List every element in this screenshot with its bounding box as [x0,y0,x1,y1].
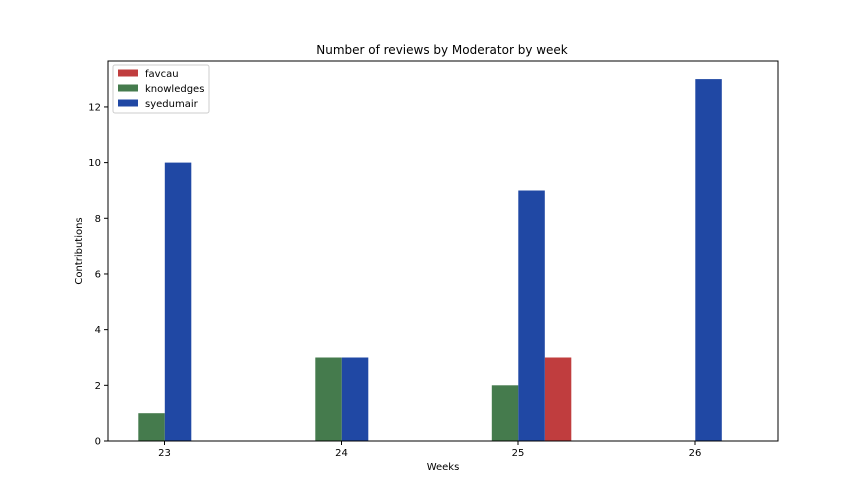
bar-knowledges-week-25 [491,385,519,441]
x-tick-label: 23 [158,448,171,459]
y-tick-label: 6 [95,269,101,280]
y-tick-label: 8 [95,214,101,225]
bar-knowledges-week-23 [138,413,165,441]
y-axis: 0 2 4 6 8 10 12 [88,102,108,448]
x-axis-label: Weeks [427,462,460,473]
legend-swatch-knowledges [118,84,138,92]
chart-title: Number of reviews by Moderator by week [316,43,568,57]
y-tick-label: 4 [95,325,101,336]
bar-syedumair-week-23 [164,162,192,441]
y-axis-label: Contributions [74,217,85,284]
y-tick-label: 0 [95,437,101,448]
legend-swatch-favcau [118,69,138,77]
bar-knowledges-week-24 [315,357,342,441]
bars-group [138,79,722,441]
x-axis: 23 24 25 26 [158,441,701,459]
y-tick-label: 12 [88,102,101,113]
legend: favcau knowledges syedumair [112,64,210,114]
y-tick-label: 2 [95,381,101,392]
plot-frame [107,60,779,442]
x-tick-label: 25 [512,448,525,459]
bar-syedumair-week-25 [518,190,545,441]
bar-syedumair-week-24 [341,357,369,441]
legend-label-knowledges: knowledges [145,84,204,95]
bar-favcau-week-25 [544,357,572,441]
x-tick-label: 24 [335,448,348,459]
legend-label-favcau: favcau [145,69,179,80]
legend-swatch-syedumair [118,99,138,107]
x-tick-label: 26 [689,448,702,459]
y-tick-label: 10 [88,158,101,169]
bar-syedumair-week-26 [695,79,722,441]
legend-label-syedumair: syedumair [145,99,199,110]
